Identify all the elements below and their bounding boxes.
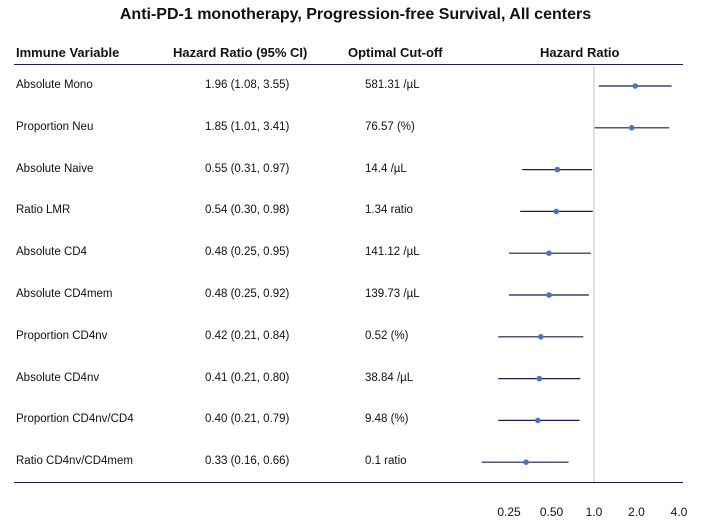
row-hazard-ratio-text: 0.42 (0.21, 0.84) — [205, 329, 290, 342]
row-hazard-ratio-text: 0.40 (0.21, 0.79) — [205, 413, 290, 426]
chart-title: Anti-PD-1 monotherapy, Progression-free … — [119, 6, 592, 23]
hazard-ratio-point — [536, 375, 543, 382]
header-rule — [14, 64, 683, 65]
row-optimal-cutoff: 139.73 /µL — [365, 288, 420, 300]
header-optimal-cutoff: Optimal Cut-off — [348, 45, 443, 60]
row-hazard-ratio-text: 1.96 (1.08, 3.55) — [205, 79, 290, 91]
hazard-ratio-point — [535, 417, 541, 424]
row-optimal-cutoff: 0.1 ratio — [365, 455, 407, 468]
row-hazard-ratio-text: 0.41 (0.21, 0.80) — [205, 371, 290, 384]
x-tick-label: 0.25 — [497, 505, 521, 519]
header-hazard-ratio-ci: Hazard Ratio (95% CI) — [173, 45, 308, 60]
header-hazard-ratio-plot: Hazard Ratio — [540, 45, 620, 60]
row-optimal-cutoff: 0.52 (%) — [365, 329, 409, 342]
x-tick-label: 0.50 — [540, 505, 564, 519]
hazard-ratio-point — [632, 83, 639, 89]
hazard-ratio-point — [538, 334, 544, 340]
row-optimal-cutoff: 76.57 (%) — [365, 120, 415, 133]
x-tick-label: 4.0 — [671, 505, 688, 519]
x-tick-label: 1.0 — [586, 505, 603, 519]
row-variable-label: Absolute Mono — [16, 79, 93, 91]
hazard-ratio-point — [546, 250, 552, 256]
row-hazard-ratio-text: 0.48 (0.25, 0.95) — [205, 246, 290, 259]
bottom-rule — [14, 482, 683, 483]
row-variable-label: Proportion Neu — [16, 120, 94, 133]
row-variable-label: Absolute CD4 — [16, 246, 87, 259]
row-variable-label: Absolute Naive — [16, 162, 94, 175]
hazard-ratio-point — [553, 208, 560, 215]
row-variable-label: Ratio CD4nv/CD4mem — [16, 455, 133, 468]
row-hazard-ratio-text: 0.33 (0.16, 0.66) — [205, 455, 290, 468]
row-optimal-cutoff: 141.12 /µL — [365, 246, 420, 259]
row-hazard-ratio-text: 0.48 (0.25, 0.92) — [205, 288, 290, 300]
row-variable-label: Absolute CD4mem — [16, 288, 113, 300]
row-optimal-cutoff: 14.4 /µL — [365, 162, 407, 175]
row-variable-label: Ratio LMR — [16, 204, 71, 217]
row-optimal-cutoff: 9.48 (%) — [365, 413, 409, 426]
row-optimal-cutoff: 1.34 ratio — [365, 204, 413, 217]
hazard-ratio-point — [628, 125, 635, 131]
row-optimal-cutoff: 581.31 /µL — [365, 79, 420, 91]
x-tick-label: 2.0 — [628, 505, 645, 519]
hazard-ratio-point — [523, 459, 529, 466]
hazard-ratio-point — [546, 292, 552, 298]
row-variable-label: Proportion CD4nv/CD4 — [16, 413, 134, 426]
row-optimal-cutoff: 38.84 /µL — [365, 371, 414, 384]
row-hazard-ratio-text: 1.85 (1.01, 3.41) — [205, 120, 290, 133]
row-hazard-ratio-text: 0.54 (0.30, 0.98) — [205, 204, 290, 217]
hazard-ratio-point — [554, 166, 561, 173]
header-immune-variable: Immune Variable — [16, 45, 120, 60]
row-variable-label: Proportion CD4nv — [16, 329, 108, 342]
row-variable-label: Absolute CD4nv — [16, 371, 100, 384]
row-hazard-ratio-text: 0.55 (0.31, 0.97) — [205, 162, 290, 175]
